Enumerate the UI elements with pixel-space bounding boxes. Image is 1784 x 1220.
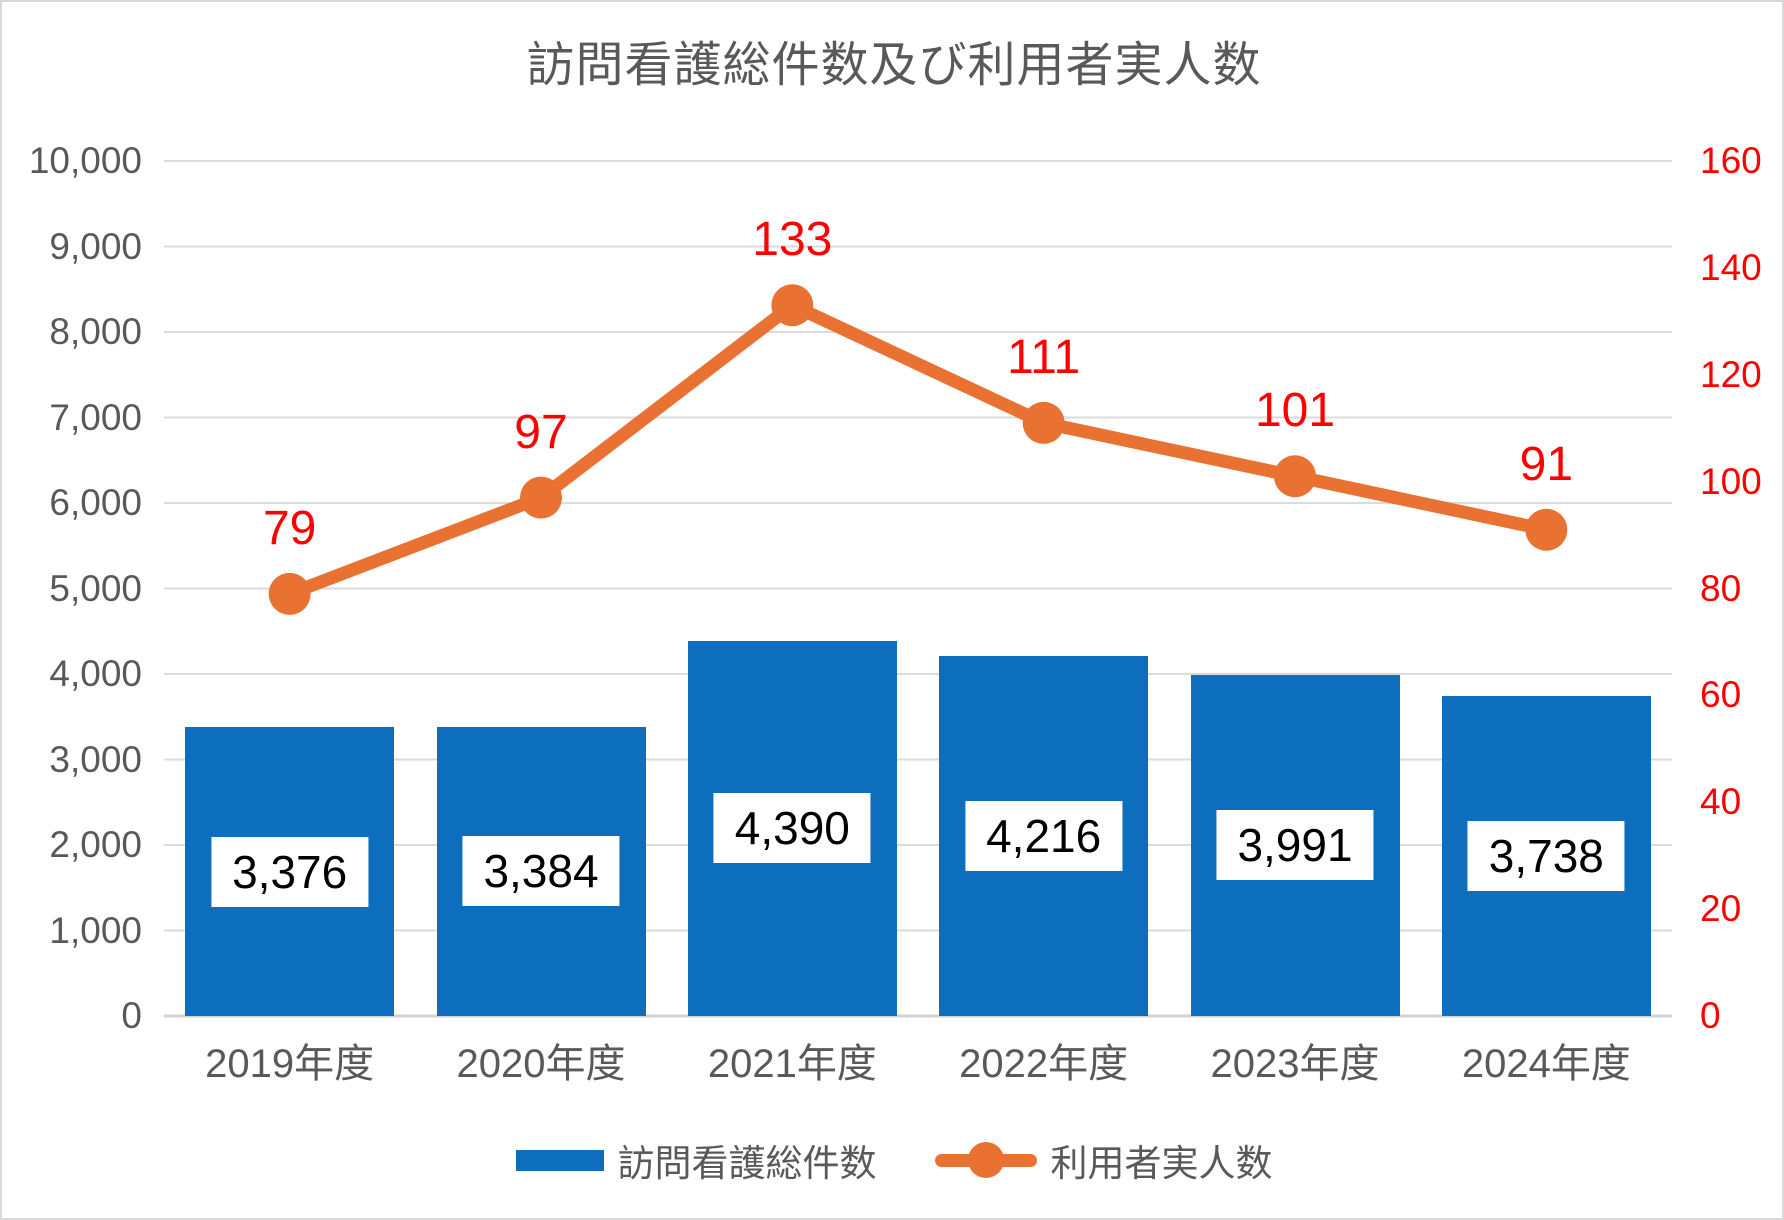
line-value-label: 133 xyxy=(752,213,833,267)
bar-value-label: 3,991 xyxy=(1216,810,1374,881)
right-axis-tick: 0 xyxy=(1700,995,1721,1036)
line-point-2023年度 xyxy=(1274,455,1316,498)
line-point-2019年度 xyxy=(268,572,311,615)
left-axis-tick: 10,000 xyxy=(28,140,142,181)
line-value-label: 97 xyxy=(514,405,568,459)
left-axis-tick: 3,000 xyxy=(49,738,142,780)
left-axis-tick: 0 xyxy=(121,995,142,1036)
line-dot-icon xyxy=(967,1142,1004,1178)
bar-2019年度: 3,376 xyxy=(185,727,395,1016)
line-point-2021年度 xyxy=(771,284,814,327)
bar-2021年度: 4,390 xyxy=(687,640,897,1016)
left-axis-tick: 1,000 xyxy=(49,909,142,951)
right-axis-tick: 80 xyxy=(1700,567,1742,609)
x-axis-label: 2023年度 xyxy=(1210,1042,1380,1086)
bar-value-label: 4,216 xyxy=(965,800,1123,871)
chart-title: 訪問看護総件数及び利用者実人数 xyxy=(526,39,1262,92)
x-axis-label: 2021年度 xyxy=(707,1042,877,1086)
bar-value-label: 3,376 xyxy=(211,836,369,907)
right-axis-tick: 100 xyxy=(1700,460,1762,502)
bar-value-label: 4,390 xyxy=(713,793,871,864)
left-axis-tick: 5,000 xyxy=(49,567,142,609)
left-axis-tick: 6,000 xyxy=(49,482,142,523)
bar-2023年度: 3,991 xyxy=(1190,674,1400,1016)
bar-2022年度: 4,216 xyxy=(939,655,1149,1016)
bar-2020年度: 3,384 xyxy=(436,726,646,1016)
x-axis-label: 2020年度 xyxy=(456,1042,626,1086)
legend-item-bar-series: 訪問看護総件数 xyxy=(515,1133,877,1187)
line-value-label: 91 xyxy=(1519,437,1574,491)
legend-item-line-series: 利用者実人数 xyxy=(934,1133,1273,1187)
legend-label-bar-series: 訪問看護総件数 xyxy=(617,1143,877,1184)
line-point-2022年度 xyxy=(1022,401,1065,444)
line-value-label: 101 xyxy=(1254,384,1336,438)
right-axis-tick: 120 xyxy=(1700,353,1762,395)
line-value-label: 111 xyxy=(1007,330,1081,384)
line-series-swatch-icon xyxy=(934,1140,1037,1180)
bar-value-label: 3,384 xyxy=(462,836,620,907)
x-axis-label: 2019年度 xyxy=(205,1042,375,1086)
right-axis-tick: 20 xyxy=(1700,888,1742,930)
right-axis-tick: 60 xyxy=(1700,674,1742,716)
left-axis-tick: 7,000 xyxy=(49,396,142,438)
left-axis-tick: 9,000 xyxy=(49,225,142,267)
left-axis-tick: 8,000 xyxy=(49,311,142,352)
line-value-label: 79 xyxy=(262,501,317,555)
line-point-2020年度 xyxy=(520,476,562,519)
right-axis-tick: 40 xyxy=(1700,781,1742,823)
x-axis-label: 2022年度 xyxy=(959,1042,1129,1086)
legend: 訪問看護総件数 利用者実人数 xyxy=(2,1128,1782,1192)
left-axis-tick: 2,000 xyxy=(49,824,142,865)
bar-2024年度: 3,738 xyxy=(1441,696,1651,1016)
line-series-path xyxy=(283,298,1553,601)
right-axis-tick: 160 xyxy=(1700,140,1762,181)
bar-value-label: 3,738 xyxy=(1467,821,1625,892)
legend-label-line-series: 利用者実人数 xyxy=(1050,1143,1273,1184)
right-axis-tick: 140 xyxy=(1700,246,1762,288)
bar-series-swatch-icon xyxy=(515,1149,604,1171)
line-point-2024年度 xyxy=(1525,508,1568,551)
x-axis-label: 2024年度 xyxy=(1461,1042,1631,1086)
left-axis-tick: 4,000 xyxy=(49,653,142,694)
